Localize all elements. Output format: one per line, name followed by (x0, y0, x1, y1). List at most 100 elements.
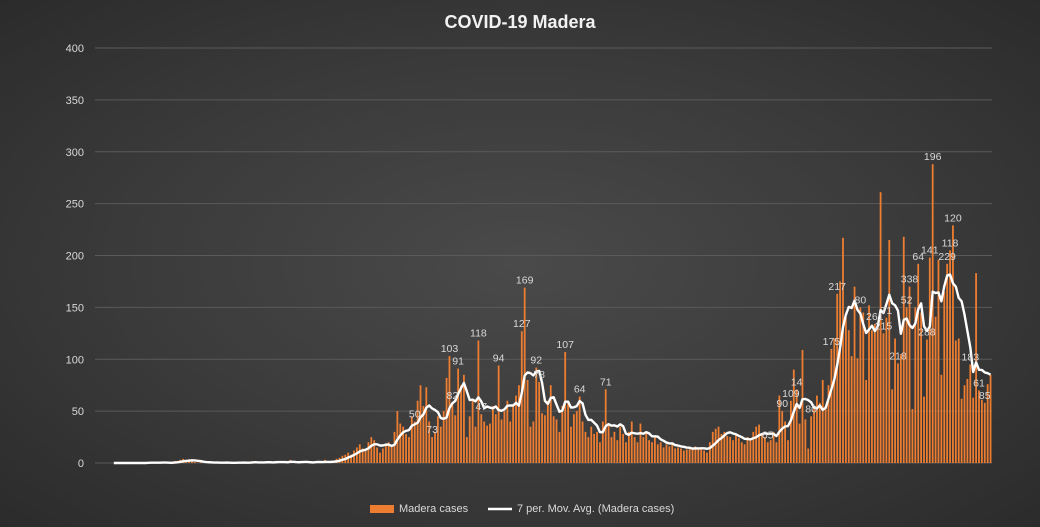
bar (468, 416, 471, 463)
data-label: 141 (921, 245, 939, 257)
bar (897, 363, 899, 463)
bar (983, 402, 986, 463)
bar (914, 307, 917, 464)
bar (460, 385, 462, 463)
bar-series (147, 164, 992, 464)
bar (439, 426, 442, 463)
bar (480, 414, 483, 463)
bar (911, 409, 914, 463)
bar (483, 421, 486, 463)
bar (642, 437, 645, 463)
bar (758, 424, 760, 463)
bar (425, 387, 428, 463)
y-tick-label: 100 (66, 354, 84, 366)
bar (627, 431, 630, 464)
data-label: 80 (854, 294, 866, 306)
bar (908, 286, 911, 464)
bar (610, 437, 613, 463)
bar (960, 398, 963, 463)
bar (408, 437, 410, 463)
bar (570, 426, 572, 463)
bar (792, 369, 795, 464)
bar (674, 448, 677, 463)
bar (405, 433, 407, 463)
bar (630, 421, 633, 463)
bar (778, 395, 781, 463)
bar (703, 450, 705, 463)
legend-label-bars: Madera cases (399, 503, 469, 515)
bar (578, 396, 581, 463)
bar (654, 437, 656, 463)
bar (844, 317, 847, 463)
bar (436, 416, 439, 463)
bar (873, 323, 876, 463)
data-label: 127 (513, 318, 531, 330)
data-label: 109 (782, 388, 800, 400)
bar (500, 419, 503, 463)
bar (685, 449, 688, 463)
bar (989, 374, 992, 463)
gridlines (95, 47, 992, 464)
bar (766, 442, 769, 463)
y-tick-label: 250 (66, 199, 84, 211)
bar (422, 405, 425, 463)
bar (882, 333, 885, 463)
data-label: 52 (901, 294, 913, 306)
bar (723, 431, 726, 464)
bar (949, 250, 951, 463)
bar (506, 400, 509, 463)
bar (599, 442, 601, 463)
bar (416, 400, 419, 463)
bar (801, 349, 804, 463)
bar (575, 411, 578, 464)
bar (879, 192, 882, 463)
bar (512, 405, 515, 463)
bar (587, 437, 590, 463)
bar (350, 454, 352, 463)
bar (816, 395, 818, 463)
bar (697, 448, 700, 463)
bar (980, 399, 983, 463)
bar (795, 389, 798, 463)
bar (355, 447, 358, 463)
bar (601, 421, 604, 463)
bar (818, 402, 821, 463)
bar (463, 374, 465, 463)
bar (451, 402, 454, 463)
bar (920, 312, 922, 463)
bar (431, 437, 433, 463)
bar (622, 433, 624, 463)
data-labels: 5073103829111847941271699278107647165901… (409, 151, 991, 441)
bar (419, 385, 422, 463)
bar (888, 239, 891, 463)
bar (804, 419, 807, 463)
bar (410, 416, 413, 463)
bar (775, 442, 778, 463)
bar (636, 442, 639, 463)
bar (954, 340, 957, 463)
bar (651, 442, 653, 463)
bar (963, 385, 966, 463)
legend: Madera cases 7 per. Mov. Avg. (Madera ca… (370, 503, 674, 515)
bar (923, 396, 925, 463)
bar (549, 385, 552, 463)
bar (729, 437, 732, 463)
bar (477, 340, 480, 463)
bar (810, 416, 813, 463)
bar (387, 442, 390, 463)
bar (639, 423, 642, 463)
bar (972, 397, 975, 463)
bar (445, 377, 448, 463)
chart-title: COVID-19 Madera (444, 12, 596, 32)
bar (839, 281, 841, 463)
data-label: 217 (828, 281, 846, 293)
bar (749, 440, 752, 463)
bar (735, 433, 737, 463)
data-label: 175 (823, 336, 841, 348)
bar (706, 452, 708, 464)
bar (902, 236, 905, 463)
bar (937, 259, 940, 463)
bar (865, 380, 868, 463)
bar (694, 446, 697, 463)
bar (465, 437, 468, 463)
